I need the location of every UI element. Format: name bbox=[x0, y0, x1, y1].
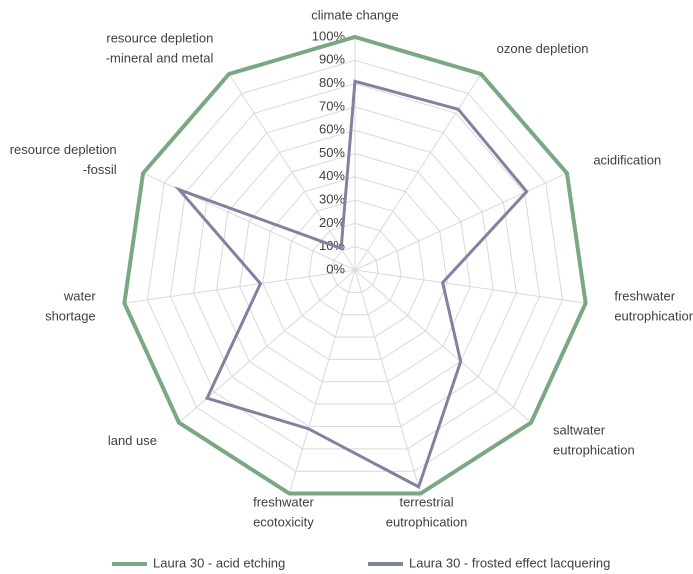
category-label: ozone depletion bbox=[497, 41, 589, 56]
category-label: climate change bbox=[311, 7, 398, 22]
label-line: terrestrial bbox=[399, 495, 453, 510]
spoke bbox=[354, 269, 532, 423]
label-line: ecotoxicity bbox=[253, 515, 314, 530]
category-label: freshwater ecotoxicity bbox=[253, 495, 314, 530]
label-line: eutrophication bbox=[553, 443, 635, 458]
category-label: resource depletion -fossil bbox=[10, 143, 117, 178]
legend-label: Laura 30 - acid etching bbox=[153, 555, 285, 570]
axis-tick-label: 40% bbox=[319, 168, 345, 183]
label-line: saltwater bbox=[553, 423, 606, 438]
label-line: -fossil bbox=[83, 163, 117, 178]
label-line: freshwater bbox=[614, 289, 675, 304]
category-label: land use bbox=[108, 433, 157, 448]
label-line: eutrophication bbox=[386, 515, 468, 530]
category-label: terrestrial eutrophication bbox=[386, 495, 468, 530]
grid-ring bbox=[308, 222, 402, 316]
axis-tick-label: 70% bbox=[319, 98, 345, 113]
axis-tick-label: 50% bbox=[319, 145, 345, 160]
grid-ring bbox=[169, 83, 541, 450]
category-label: acidification bbox=[593, 153, 661, 168]
series-line bbox=[174, 79, 529, 490]
axis-tick-label: 30% bbox=[319, 192, 345, 207]
grid-ring bbox=[216, 129, 494, 405]
spoke bbox=[354, 73, 482, 271]
spoke bbox=[288, 269, 356, 494]
label-line: shortage bbox=[45, 309, 96, 324]
axis-tick-label: 60% bbox=[319, 122, 345, 137]
grid-ring bbox=[239, 152, 471, 383]
grid-ring bbox=[285, 199, 425, 338]
label-line: freshwater bbox=[253, 495, 314, 510]
label-line: resource depletion bbox=[106, 31, 213, 46]
axis-tick-label: 20% bbox=[319, 215, 345, 230]
category-label: water shortage bbox=[45, 289, 96, 324]
axis-tick-label: 100% bbox=[312, 28, 346, 43]
category-label: resource depletion -mineral and metal bbox=[106, 31, 214, 66]
spoke bbox=[228, 73, 356, 271]
grid-ring bbox=[331, 246, 379, 293]
label-line: resource depletion bbox=[10, 143, 117, 158]
axis-tick-label: 0% bbox=[326, 261, 345, 276]
grid-ring bbox=[146, 59, 564, 472]
label-line: -mineral and metal bbox=[106, 51, 214, 66]
spoke bbox=[124, 269, 356, 304]
spoke bbox=[354, 269, 422, 494]
axis-tick-label: 80% bbox=[319, 75, 345, 90]
spoke bbox=[354, 172, 568, 271]
legend-label: Laura 30 - frosted effect lacquering bbox=[409, 555, 610, 570]
category-label: saltwater eutrophication bbox=[553, 423, 635, 458]
series-line bbox=[122, 34, 588, 496]
category-label: freshwater eutrophication bbox=[614, 289, 693, 324]
spoke bbox=[354, 269, 586, 304]
label-line: eutrophication bbox=[614, 309, 693, 324]
label-line: water bbox=[63, 289, 96, 304]
axis-tick-label: 90% bbox=[319, 52, 345, 67]
grid-ring bbox=[193, 106, 517, 427]
